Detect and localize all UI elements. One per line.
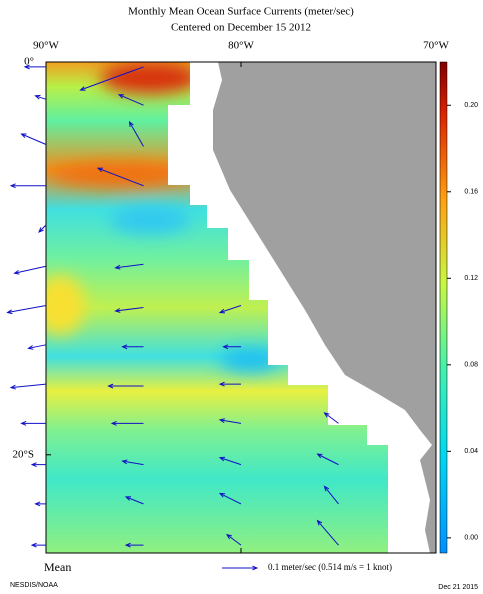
current-vector xyxy=(20,133,47,145)
reference-label: 0.1 meter/sec (0.514 m/s = 1 knot) xyxy=(268,562,392,572)
current-vector xyxy=(323,412,339,424)
current-vector xyxy=(9,183,46,189)
current-vector xyxy=(316,519,339,546)
current-vector xyxy=(96,167,144,187)
current-vector xyxy=(218,381,241,387)
current-vector xyxy=(323,485,339,505)
current-vector xyxy=(30,462,46,468)
current-vector xyxy=(218,456,242,466)
current-vector xyxy=(6,305,47,315)
colorbar-tick-label: 0.12 xyxy=(464,275,478,282)
current-vector xyxy=(117,94,144,106)
current-vector xyxy=(13,265,47,275)
colorbar-tick-label: 0.00 xyxy=(464,535,478,542)
current-vector xyxy=(124,542,144,548)
current-vector xyxy=(124,496,144,505)
colorbar-tick-label: 0.16 xyxy=(464,189,478,196)
current-vector xyxy=(225,533,242,546)
date: Dec 21 2015 xyxy=(438,584,478,591)
current-vector xyxy=(34,94,47,100)
mean-label: Mean xyxy=(44,560,71,574)
current-vector xyxy=(218,418,242,424)
colorbar-tick-label: 0.04 xyxy=(464,448,478,455)
land xyxy=(213,62,436,553)
current-vector xyxy=(316,453,339,466)
colorbar-tick-label: 0.08 xyxy=(464,362,478,369)
x-tick-label: 90°W xyxy=(33,40,59,52)
credit: NESDIS/NOAA xyxy=(10,582,58,589)
current-vector xyxy=(110,420,144,426)
y-tick-label: 0° xyxy=(24,56,34,68)
current-vector xyxy=(114,307,144,313)
current-vector xyxy=(218,492,242,505)
current-vector xyxy=(20,420,46,426)
current-vector xyxy=(38,224,47,233)
current-vector xyxy=(121,344,144,350)
reference-arrow xyxy=(222,565,259,571)
current-vector xyxy=(23,64,46,70)
subtitle: Centered on December 15 2012 xyxy=(171,22,311,34)
current-vector xyxy=(9,383,47,390)
current-vector xyxy=(121,459,144,466)
current-vector xyxy=(30,542,46,548)
current-vector xyxy=(218,305,242,314)
colorbar-tick-label: 0.20 xyxy=(464,102,478,109)
current-vector xyxy=(114,263,144,270)
current-vector xyxy=(107,383,144,389)
current-vector xyxy=(34,501,46,507)
current-vector xyxy=(128,120,144,147)
y-tick-label: 20°S xyxy=(12,448,34,460)
title: Monthly Mean Ocean Surface Currents (met… xyxy=(128,6,354,18)
x-tick-label: 70°W xyxy=(423,40,449,52)
current-vector xyxy=(27,344,47,350)
current-vector xyxy=(222,344,241,350)
colorbar xyxy=(439,61,448,554)
current-vector xyxy=(79,66,144,91)
x-tick-label: 80°W xyxy=(228,40,254,52)
